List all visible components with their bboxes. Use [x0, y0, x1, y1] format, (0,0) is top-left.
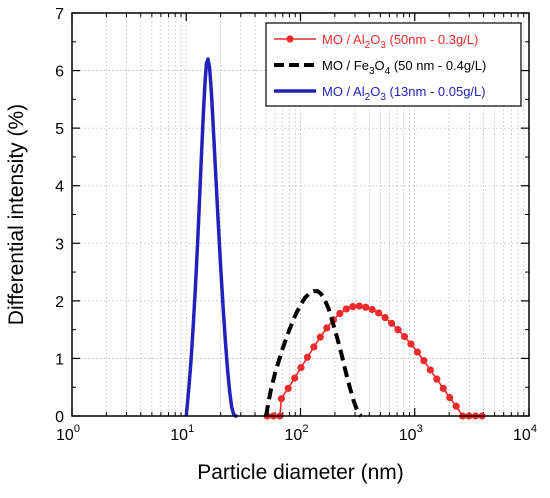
data-point: [349, 303, 357, 311]
x-tick-label: 103: [399, 423, 423, 444]
data-point: [303, 353, 312, 361]
series-2: [184, 57, 238, 418]
data-point: [420, 357, 428, 365]
data-point: [446, 393, 454, 402]
y-tick-label: 0: [55, 409, 64, 426]
legend: MO / Al2O3 (50nm - 0.3g/L) MO / Fe3O4 (50…: [265, 22, 522, 107]
data-point: [394, 326, 402, 334]
legend-item: MO / Al2O3 (13nm - 0.05g/L): [274, 84, 486, 103]
legend-item: MO / Al2O3 (50nm - 0.3g/L): [274, 32, 478, 51]
data-point: [452, 402, 460, 410]
x-axis-tick-labels: 100 101 102 103 104: [56, 423, 537, 444]
y-tick-label: 4: [55, 179, 64, 196]
series-layer: [184, 57, 486, 420]
series-1: [264, 289, 363, 418]
data-point: [413, 348, 422, 356]
data-point: [362, 303, 370, 311]
x-tick-label: 102: [285, 423, 309, 444]
y-tick-label: 2: [55, 294, 64, 311]
legend-marker: [286, 35, 294, 43]
data-point: [323, 324, 331, 332]
data-point: [375, 309, 383, 317]
data-point: [439, 384, 447, 392]
data-point: [400, 332, 409, 341]
data-point: [387, 319, 396, 327]
data-point: [433, 375, 441, 383]
y-tick-label: 1: [55, 351, 64, 368]
y-axis-label: Differential intensity (%): [5, 104, 28, 325]
data-point: [291, 374, 299, 382]
data-point: [426, 366, 434, 374]
y-axis-tick-labels: 0 1 2 3 4 5 6 7: [55, 6, 64, 426]
data-point: [284, 384, 292, 392]
series-line: [184, 57, 238, 418]
data-point: [277, 395, 285, 403]
data-point: [355, 302, 363, 310]
y-tick-label: 6: [55, 64, 64, 81]
x-axis-label: Particle diameter (nm): [197, 461, 404, 484]
series-0: [263, 302, 486, 420]
data-point: [316, 333, 324, 341]
plot-frame: [71, 12, 530, 417]
legend-label: MO / Fe3O4 (50 nm - 0.4g/L): [322, 58, 486, 77]
y-tick-label: 7: [55, 6, 64, 23]
y-tick-label: 5: [55, 121, 64, 138]
data-point: [336, 309, 344, 318]
y-tick-label: 3: [55, 236, 64, 253]
data-point: [368, 305, 376, 314]
x-tick-label: 100: [56, 423, 80, 444]
data-point: [297, 364, 305, 372]
x-tick-label: 104: [513, 423, 537, 444]
x-tick-label: 101: [170, 423, 194, 444]
data-point: [407, 340, 415, 348]
legend-label: MO / Al2O3 (13nm - 0.05g/L): [322, 84, 486, 103]
data-point: [310, 343, 318, 351]
legend-item: MO / Fe3O4 (50 nm - 0.4g/L): [274, 58, 486, 77]
data-point: [342, 305, 350, 313]
series-line: [264, 289, 363, 418]
data-point: [381, 313, 389, 322]
legend-label: MO / Al2O3 (50nm - 0.3g/L): [322, 32, 478, 51]
